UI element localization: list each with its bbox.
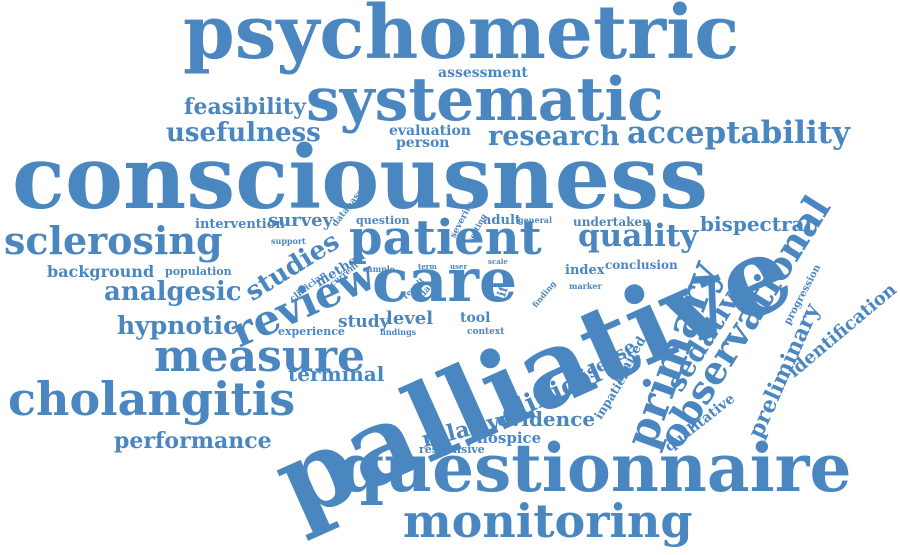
word-usefulness: usefulness xyxy=(166,118,321,148)
word-hospice: hospice xyxy=(477,429,542,447)
word-person: person xyxy=(396,135,450,151)
word-term: term xyxy=(418,262,437,271)
word-findings: findings xyxy=(380,327,417,337)
word-sclerosing: sclerosing xyxy=(4,218,223,263)
word-monitoring: monitoring xyxy=(403,494,693,548)
word-psychometric: psychometric xyxy=(183,0,740,76)
word-context: context xyxy=(467,327,505,337)
word-sample: sample xyxy=(363,264,395,274)
word-general: general xyxy=(518,215,553,225)
word-cholangitis: cholangitis xyxy=(8,372,296,426)
word-measure: measure xyxy=(154,331,365,382)
word-conclusion: conclusion xyxy=(605,258,678,272)
word-evaluation: evaluation xyxy=(389,123,471,139)
word-tool: tool xyxy=(460,310,491,326)
word-question: question xyxy=(356,214,410,227)
word-care: care xyxy=(372,246,518,316)
word-study: study xyxy=(338,312,390,332)
word-undertaken: undertaken xyxy=(573,215,651,229)
word-assessment: assessment xyxy=(438,65,528,81)
word-bispectral: bispectral xyxy=(700,212,813,236)
word-experience: experience xyxy=(278,325,345,338)
word-hypnotic: hypnotic xyxy=(117,311,239,340)
word-user: user xyxy=(450,262,468,271)
word-systematic: systematic xyxy=(306,65,664,135)
word-acceptability: acceptability xyxy=(627,115,850,151)
word-adult: adult xyxy=(483,213,521,228)
word-intervention: intervention xyxy=(195,217,285,232)
word-terminal: terminal xyxy=(288,362,385,386)
word-responsive: responsive xyxy=(419,443,485,456)
word-evidence: evidence xyxy=(497,407,596,431)
word-background: background xyxy=(47,262,155,281)
word-research: research xyxy=(488,121,620,152)
word-quality: quality xyxy=(578,218,699,254)
word-population: population xyxy=(165,265,232,278)
word-feasibility: feasibility xyxy=(184,94,306,120)
word-support: support xyxy=(271,236,306,246)
word-level: level xyxy=(386,308,434,329)
word-analgesic: analgesic xyxy=(104,277,242,307)
word-performance: performance xyxy=(114,428,272,454)
word-patient: patient xyxy=(349,210,542,266)
word-survey: survey xyxy=(268,210,334,231)
word-consciousness: consciousness xyxy=(12,126,709,229)
word-scale: scale xyxy=(488,257,508,266)
word-index: index xyxy=(565,263,605,278)
word-marker: marker xyxy=(569,281,602,291)
word-questionnaire: questionnaire xyxy=(338,429,852,507)
